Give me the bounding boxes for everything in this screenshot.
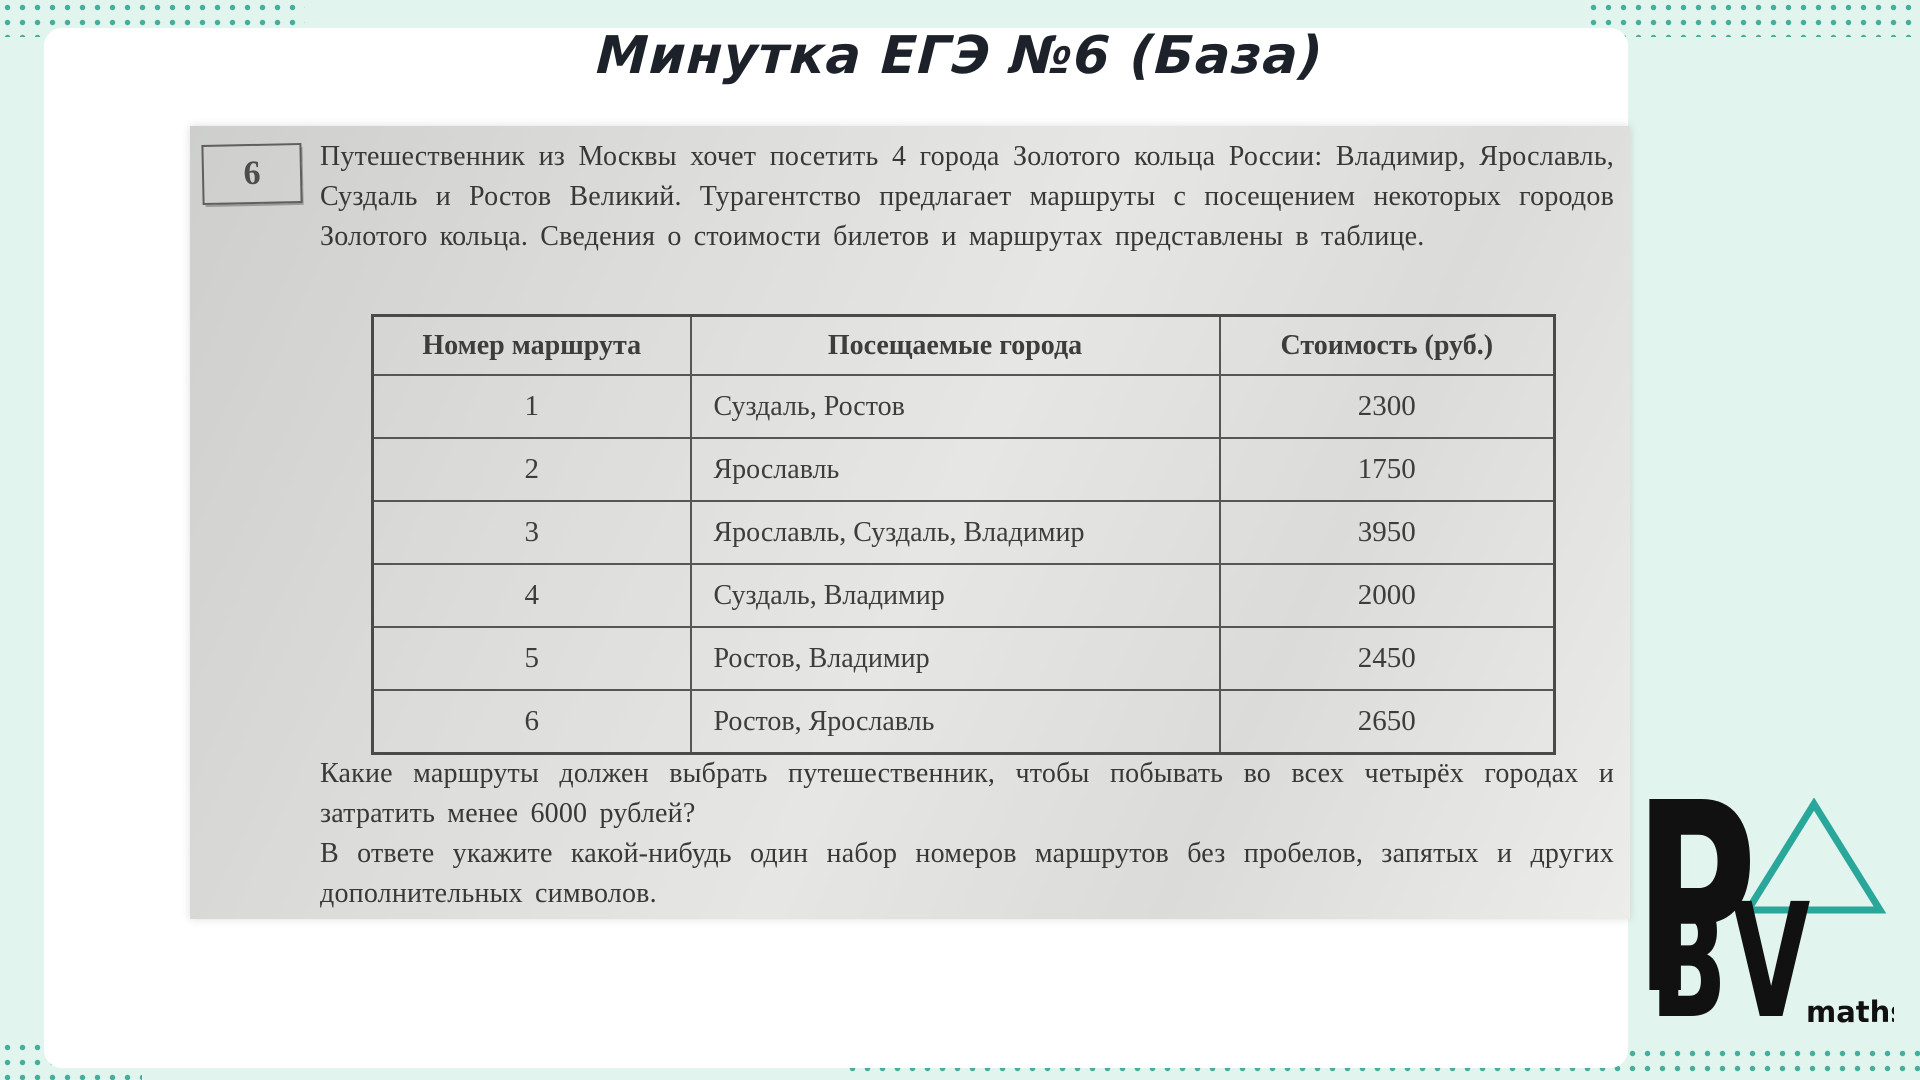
table-row: 1 Суздаль, Ростов 2300 <box>371 374 1556 439</box>
cities-cell: Ростов, Владимир <box>689 626 1221 691</box>
cities-cell: Суздаль, Ростов <box>689 374 1221 439</box>
cost-cell: 3950 <box>1218 500 1556 565</box>
cost-cell: 1750 <box>1218 437 1556 502</box>
header-cost: Стоимость (руб.) <box>1218 314 1556 376</box>
header-route-number: Номер маршрута <box>371 314 692 376</box>
logo-letter-p: P <box>1634 798 1757 1034</box>
problem-statement: Путешественник из Москвы хочет посетить … <box>320 141 1614 252</box>
cost-cell: 2300 <box>1218 374 1556 439</box>
table-row: 2 Ярославль 1750 <box>371 437 1556 502</box>
exam-scan: 6 Путешественник из Москвы хочет посетит… <box>190 126 1630 919</box>
table-header-row: Номер маршрута Посещаемые города Стоимос… <box>371 314 1556 376</box>
route-number-cell: 1 <box>371 374 692 439</box>
cost-cell: 2450 <box>1218 626 1556 691</box>
dot-pattern-top-right <box>1586 0 1920 37</box>
problem-number-box: 6 <box>201 142 303 206</box>
pbv-maths-logo: P B V maths <box>1634 798 1894 1034</box>
page-title: Минутка ЕГЭ №6 (База) <box>594 26 1326 86</box>
question-text-1: Какие маршруты должен выбрать путешестве… <box>320 758 1614 829</box>
cost-cell: 2000 <box>1218 563 1556 628</box>
logo-maths-label: maths <box>1806 995 1894 1029</box>
routes-table: Номер маршрута Посещаемые города Стоимос… <box>371 314 1556 755</box>
problem-number: 6 <box>243 154 261 193</box>
route-number-cell: 2 <box>371 437 692 502</box>
table-row: 4 Суздаль, Владимир 2000 <box>371 563 1556 628</box>
cities-cell: Ярославль <box>689 437 1221 502</box>
route-number-cell: 5 <box>371 626 692 691</box>
cities-cell: Ярославль, Суздаль, Владимир <box>689 500 1221 565</box>
cities-cell: Ростов, Ярославль <box>689 689 1221 755</box>
route-number-cell: 4 <box>371 563 692 628</box>
header-cities: Посещаемые города <box>689 314 1221 376</box>
table-row: 5 Ростов, Владимир 2450 <box>371 626 1556 691</box>
question-text-2: В ответе укажите какой-нибудь один набор… <box>320 838 1614 909</box>
logo-letter-v: V <box>1732 871 1810 1034</box>
problem-question: Какие маршруты должен выбрать путешестве… <box>320 754 1614 914</box>
table-row: 3 Ярославль, Суздаль, Владимир 3950 <box>371 500 1556 565</box>
table-row: 6 Ростов, Ярославль 2650 <box>371 689 1556 755</box>
logo-letter-b: B <box>1650 871 1727 1034</box>
route-number-cell: 3 <box>371 500 692 565</box>
routes-table-wrapper: Номер маршрута Посещаемые города Стоимос… <box>371 314 1556 755</box>
cost-cell: 2650 <box>1218 689 1556 755</box>
cities-cell: Суздаль, Владимир <box>689 563 1221 628</box>
logo-triangle-icon <box>1741 798 1887 914</box>
route-number-cell: 6 <box>371 689 692 755</box>
